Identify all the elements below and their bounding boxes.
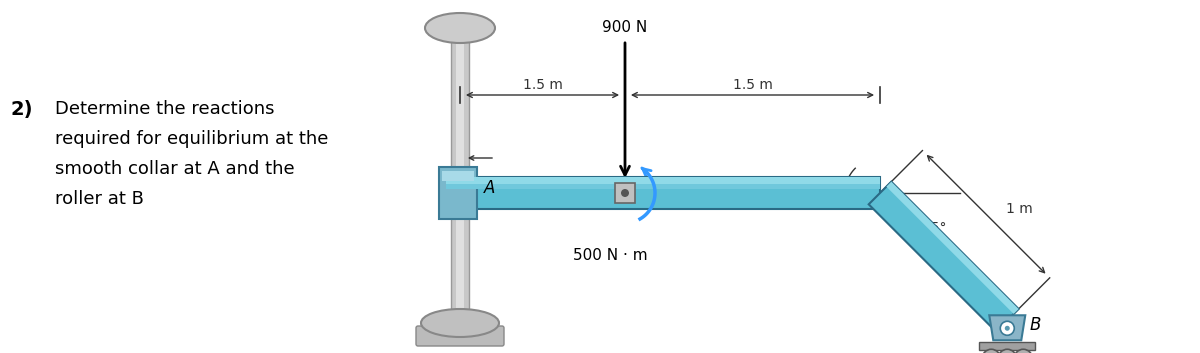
Circle shape: [1004, 326, 1009, 331]
Text: roller at B: roller at B: [55, 190, 144, 208]
Text: Determine the reactions: Determine the reactions: [55, 100, 275, 118]
Bar: [446, 177, 880, 209]
Text: 1.5 m: 1.5 m: [732, 78, 773, 92]
Text: B: B: [1030, 316, 1040, 334]
Text: 45°: 45°: [922, 221, 947, 235]
Bar: [451, 28, 469, 323]
Bar: [446, 177, 880, 184]
Bar: [442, 171, 474, 181]
FancyBboxPatch shape: [416, 326, 504, 346]
Text: 500 N · m: 500 N · m: [572, 248, 647, 263]
Bar: [446, 184, 880, 189]
Circle shape: [1014, 349, 1032, 353]
Ellipse shape: [425, 13, 496, 43]
Bar: [979, 342, 1036, 350]
Bar: [616, 183, 635, 203]
Text: smooth collar at A and the: smooth collar at A and the: [55, 160, 295, 178]
Bar: [439, 167, 478, 219]
Polygon shape: [869, 182, 1019, 331]
Circle shape: [983, 349, 1001, 353]
Text: 2): 2): [10, 100, 32, 119]
Bar: [456, 28, 464, 323]
Polygon shape: [887, 182, 1019, 314]
Text: 1.5 m: 1.5 m: [522, 78, 563, 92]
Circle shape: [1001, 321, 1014, 335]
Circle shape: [622, 189, 629, 197]
Text: 1 m: 1 m: [1006, 202, 1033, 216]
Circle shape: [998, 349, 1016, 353]
Ellipse shape: [421, 309, 499, 337]
Polygon shape: [989, 315, 1025, 340]
Text: 900 N: 900 N: [602, 20, 648, 35]
Text: required for equilibrium at the: required for equilibrium at the: [55, 130, 329, 148]
Text: A: A: [484, 179, 496, 197]
